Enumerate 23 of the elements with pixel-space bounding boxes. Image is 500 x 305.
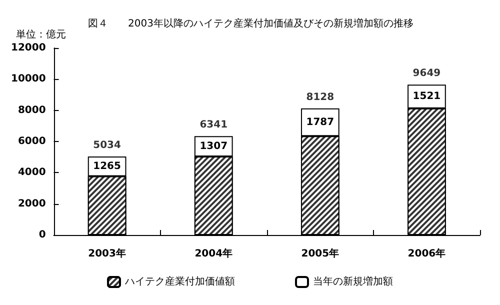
chart-title: 図４ 2003年以降のハイテク産業付加価値及びその新規増加額の推移 xyxy=(88,18,414,30)
y-tick-label: 4000 xyxy=(18,167,46,178)
y-tick-label: 8000 xyxy=(18,104,46,116)
y-tick-label: 12000 xyxy=(10,42,46,54)
y-tick-label: 2000 xyxy=(18,198,46,210)
legend-label: 当年の新規増加額 xyxy=(313,276,393,288)
total-label: 8128 xyxy=(306,92,334,103)
data-label: 1307 xyxy=(200,140,228,152)
data-label: 1787 xyxy=(306,116,334,128)
y-tick-label: 10000 xyxy=(10,74,46,85)
data-label: 1521 xyxy=(412,90,441,102)
total-label: 6341 xyxy=(200,120,228,131)
total-label: 5034 xyxy=(93,140,122,152)
x-tick-label: 2004年 xyxy=(194,248,233,260)
x-tick-label: 2006年 xyxy=(408,248,446,260)
y-axis-title: 単位：億元 xyxy=(16,28,66,40)
x-tick-label: 2003年 xyxy=(88,248,126,260)
legend-label: ハイテク産業付加価値額 xyxy=(124,276,235,288)
x-tick-label: 2005年 xyxy=(301,248,340,260)
y-tick-label: 6000 xyxy=(18,136,46,147)
y-tick-label: 0 xyxy=(38,230,46,240)
total-label: 9649 xyxy=(412,68,441,80)
data-label: 1265 xyxy=(93,160,122,172)
